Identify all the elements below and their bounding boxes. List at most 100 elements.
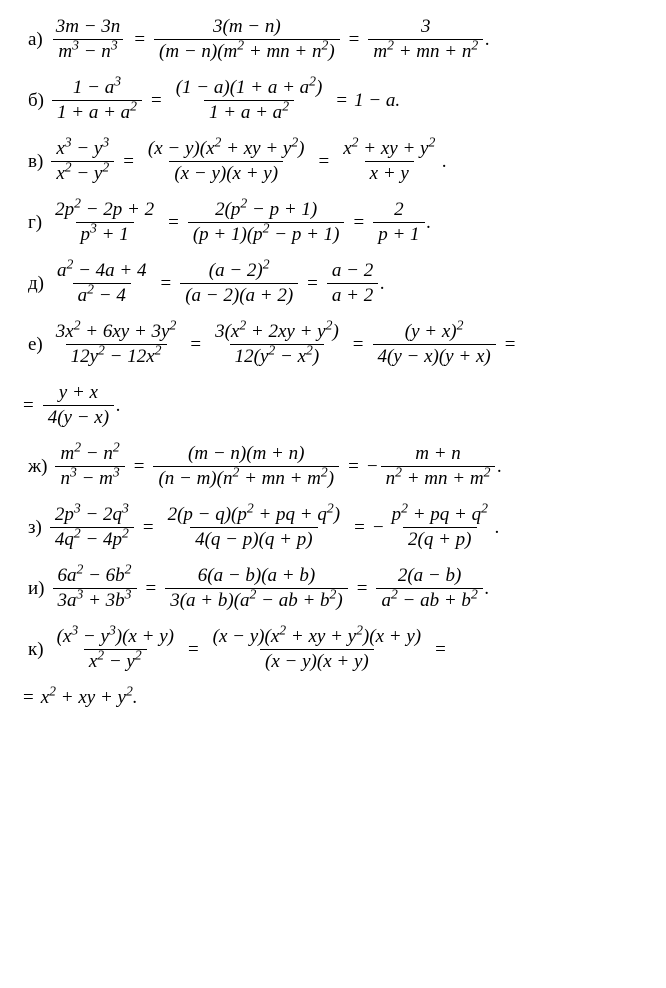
- denominator: (m − n)(m2 + mn + n2): [154, 39, 340, 63]
- fraction: 3(x2 + 2xy + y2)12(y2 − x2): [210, 321, 344, 368]
- numerator: 6(a − b)(a + b): [193, 565, 320, 588]
- fraction: 3m2 + mn + n2: [368, 16, 483, 63]
- operator: =: [353, 334, 364, 356]
- denominator: m3 − n3: [53, 39, 122, 63]
- operator: =: [349, 29, 360, 51]
- denominator: (p + 1)(p2 − p + 1): [188, 222, 345, 246]
- math-text: .: [495, 517, 500, 539]
- math-text: .: [442, 151, 447, 173]
- math-text: 1 − a.: [354, 90, 400, 112]
- operator: =: [353, 212, 364, 234]
- fraction: 3m − 3nm3 − n3: [51, 16, 126, 63]
- fraction: 6a2 − 6b23a3 + 3b3: [53, 565, 137, 612]
- fraction: 2p + 1: [373, 199, 424, 246]
- denominator: x + y: [365, 161, 414, 185]
- numerator: 2(p − q)(p2 + pq + q2): [163, 504, 345, 527]
- solution-line: в)x3 − y3x2 − y2=(x − y)(x2 + xy + y2)(x…: [28, 138, 658, 185]
- denominator: n3 − m3: [55, 466, 124, 490]
- numerator: 6a2 − 6b2: [53, 565, 137, 588]
- fraction: x2 + xy + y2x + y: [338, 138, 440, 185]
- fraction: (1 − a)(1 + a + a2)1 + a + a2: [171, 77, 328, 124]
- denominator: 4(q − p)(q + p): [190, 527, 317, 551]
- denominator: 3a3 + 3b3: [53, 588, 137, 612]
- denominator: x2 − y2: [84, 649, 147, 673]
- solution-line: к) (x3 − y3)(x + y)x2 − y2 = (x − y)(x2 + x…: [28, 626, 658, 673]
- solution-line-continuation: =x2 + xy + y2.: [16, 687, 658, 709]
- operator: =: [307, 273, 318, 295]
- numerator: (x − y)(x2 + xy + y2): [143, 138, 310, 161]
- item-label: б): [28, 90, 44, 112]
- solution-line: г) 2p2 − 2p + 2p3 + 1 = 2(p2 − p + 1)(p + 1…: [28, 199, 658, 246]
- solution-line: ж) m2 − n2n3 − m3 = (m − n)(m + n)(n − m)(n…: [28, 443, 658, 490]
- operator: =: [319, 151, 330, 173]
- numerator: (a − 2)2: [204, 260, 275, 283]
- numerator: x3 − y3: [51, 138, 114, 161]
- denominator: 4(y − x)(y + x): [373, 344, 496, 368]
- fraction: (m − n)(m + n)(n − m)(n2 + mn + m2): [153, 443, 339, 490]
- denominator: 12(y2 − x2): [230, 344, 325, 368]
- numerator: m2 − n2: [55, 443, 124, 466]
- operator: =: [143, 517, 154, 539]
- operator: =: [146, 578, 157, 600]
- operator: =: [188, 639, 199, 661]
- math-text: .: [485, 29, 490, 51]
- fraction: (x3 − y3)(x + y)x2 − y2: [52, 626, 179, 673]
- denominator: (a − 2)(a + 2): [180, 283, 298, 307]
- numerator: 3(m − n): [208, 16, 286, 39]
- denominator: 2(q + p): [403, 527, 476, 551]
- fraction: y + x4(y − x): [43, 382, 114, 429]
- math-text: .: [427, 212, 432, 234]
- denominator: a + 2: [327, 283, 378, 307]
- denominator: (n − m)(n2 + mn + m2): [153, 466, 339, 490]
- math-solutions: а)3m − 3nm3 − n3=3(m − n)(m − n)(m2 + mn…: [28, 16, 658, 709]
- denominator: (x − y)(x + y): [169, 161, 283, 185]
- item-label: г): [28, 212, 42, 234]
- operator: =: [348, 456, 359, 478]
- numerator: a2 − 4a + 4: [52, 260, 152, 283]
- item-label: ж): [28, 456, 47, 478]
- item-label: к): [28, 639, 44, 661]
- operator: =: [23, 687, 34, 709]
- denominator: (x − y)(x + y): [260, 649, 374, 673]
- operator: =: [134, 29, 145, 51]
- fraction: 3x2 + 6xy + 3y212y2 − 12x2: [51, 321, 182, 368]
- numerator: a − 2: [327, 260, 378, 283]
- fraction: (x − y)(x2 + xy + y2)(x + y)(x − y)(x + …: [208, 626, 426, 673]
- numerator: 2(a − b): [393, 565, 466, 588]
- operator: =: [190, 334, 201, 356]
- math-text: .: [497, 456, 502, 478]
- solution-line: и) 6a2 − 6b23a3 + 3b3 = 6(a − b)(a + b)3(a …: [28, 565, 658, 612]
- fraction: 6(a − b)(a + b)3(a + b)(a2 − ab + b2): [165, 565, 347, 612]
- math-text: .: [116, 395, 121, 417]
- fraction: 2(p − q)(p2 + pq + q2)4(q − p)(q + p): [163, 504, 345, 551]
- fraction: m2 − n2n3 − m3: [55, 443, 124, 490]
- numerator: (1 − a)(1 + a + a2): [171, 77, 328, 100]
- solution-line: е) 3x2 + 6xy + 3y212y2 − 12x2 = 3(x2 + 2xy …: [28, 321, 658, 368]
- math-text: −: [366, 456, 379, 478]
- solution-line: а)3m − 3nm3 − n3=3(m − n)(m − n)(m2 + mn…: [28, 16, 658, 63]
- fraction: 1 − a31 + a + a2: [52, 77, 142, 124]
- operator: =: [435, 639, 446, 661]
- math-text: .: [485, 578, 490, 600]
- numerator: 1 − a3: [68, 77, 126, 100]
- denominator: 1 + a + a2: [52, 100, 142, 124]
- numerator: x2 + xy + y2: [338, 138, 440, 161]
- item-label: е): [28, 334, 43, 356]
- math-text: .: [380, 273, 385, 295]
- fraction: a2 − 4a + 4a2 − 4: [52, 260, 152, 307]
- fraction: 2p2 − 2p + 2p3 + 1: [50, 199, 159, 246]
- item-label: д): [28, 273, 44, 295]
- fraction: m + nn2 + mn + m2: [381, 443, 496, 490]
- item-label: и): [28, 578, 45, 600]
- numerator: p2 + pq + q2: [387, 504, 493, 527]
- numerator: (x3 − y3)(x + y): [52, 626, 179, 649]
- numerator: 3(x2 + 2xy + y2): [210, 321, 344, 344]
- denominator: a2 − ab + b2: [376, 588, 482, 612]
- fraction: 2(p2 − p + 1)(p + 1)(p2 − p + 1): [188, 199, 345, 246]
- fraction: a − 2a + 2: [327, 260, 378, 307]
- operator: =: [151, 90, 162, 112]
- item-label: в): [28, 151, 43, 173]
- denominator: m2 + mn + n2: [368, 39, 483, 63]
- numerator: 2p2 − 2p + 2: [50, 199, 159, 222]
- fraction: (a − 2)2(a − 2)(a + 2): [180, 260, 298, 307]
